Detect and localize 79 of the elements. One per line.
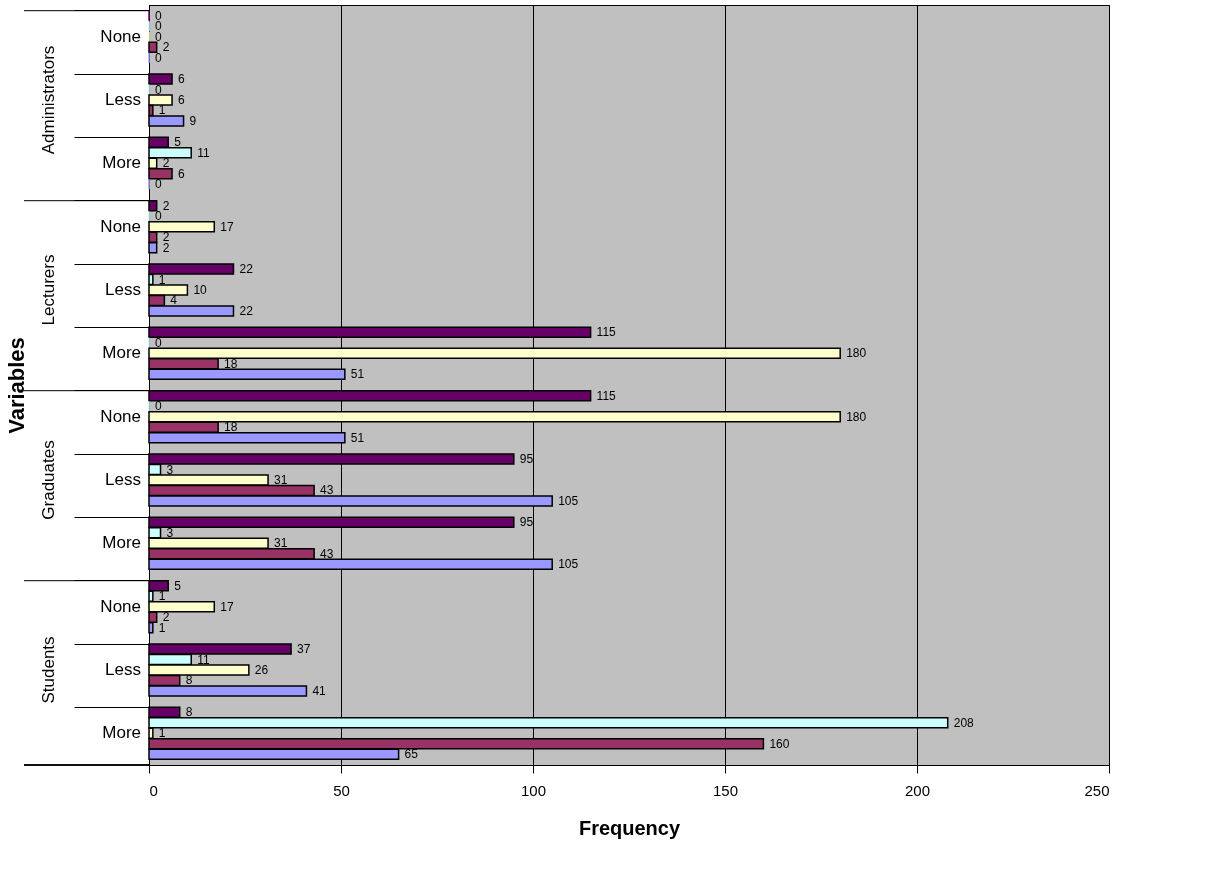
data-label: 160 (769, 736, 790, 751)
data-label: 2 (162, 40, 170, 55)
data-label: 1 (158, 103, 166, 118)
data-label: 2 (162, 198, 170, 213)
data-label: 5 (174, 135, 182, 150)
data-label: 22 (239, 262, 254, 277)
data-label: 0 (155, 177, 162, 192)
x-axis-title: Frequency (578, 816, 681, 839)
data-label: 17 (220, 599, 234, 614)
data-label: 0 (155, 29, 162, 44)
data-label: 180 (846, 409, 867, 424)
data-label: 8 (185, 673, 193, 688)
data-label: 1 (158, 272, 166, 287)
data-label: 37 (297, 642, 311, 657)
x-tick-label: 250 (1084, 781, 1110, 799)
data-label: 115 (596, 388, 617, 403)
data-label: 18 (224, 420, 238, 435)
text: Graduates (39, 440, 58, 520)
x-tick-label: 50 (333, 781, 350, 799)
data-label: 115 (596, 325, 617, 340)
y-tick-label: More (102, 723, 141, 743)
data-label: 105 (558, 493, 579, 508)
data-label: 0 (155, 82, 162, 97)
y-tick-label: Less (105, 280, 141, 299)
data-label: 51 (350, 430, 365, 445)
data-label: 1 (158, 726, 166, 741)
y-tick-label: More (102, 343, 141, 363)
data-label: 1 (158, 589, 166, 604)
data-label: 43 (320, 546, 334, 561)
data-label: 0 (155, 335, 162, 350)
data-label: 65 (404, 747, 419, 762)
text: Administrators (39, 45, 58, 155)
data-label: 11 (197, 145, 211, 160)
y-tick-label: None (100, 26, 141, 46)
data-label: 31 (274, 473, 288, 487)
data-label: 43 (320, 483, 334, 498)
text: Lecturers (39, 254, 58, 326)
data-label: 18 (224, 356, 238, 371)
data-label: 2 (162, 156, 170, 171)
x-tick-label: 0 (149, 781, 158, 799)
data-label: 0 (155, 50, 162, 65)
data-label: 105 (558, 557, 579, 572)
data-label: 11 (197, 652, 211, 667)
y-tick-label: None (100, 216, 141, 236)
data-label: 6 (178, 93, 186, 107)
y-tick-label: Less (105, 90, 141, 109)
data-label: 5 (174, 578, 182, 593)
y-tick-label: More (102, 533, 141, 553)
data-label: 0 (155, 399, 162, 414)
data-label: 180 (846, 346, 867, 361)
data-label: 4 (170, 293, 178, 308)
data-label: 51 (350, 367, 365, 382)
data-label: 10 (193, 283, 208, 297)
y-tick-label: Less (105, 470, 141, 489)
x-tick-label: 200 (904, 781, 931, 799)
data-label: 9 (189, 113, 197, 128)
x-tick-label: 100 (520, 781, 547, 799)
y-tick-label: More (102, 153, 141, 173)
y-tick-label: Less (105, 660, 141, 679)
data-label: 8 (185, 705, 193, 720)
data-label: 95 (519, 515, 534, 530)
data-label: 6 (178, 72, 186, 87)
text: Students (39, 636, 58, 704)
y-axis-title: Variables (4, 337, 29, 434)
data-label: 22 (239, 303, 254, 318)
data-label: 31 (274, 536, 288, 551)
data-label: 6 (178, 166, 186, 181)
data-label: 3 (166, 462, 174, 477)
data-label: 3 (166, 525, 174, 540)
data-label: 17 (220, 219, 234, 234)
data-label: 26 (254, 663, 269, 677)
data-label: 2 (162, 240, 170, 255)
x-tick-label: 150 (712, 781, 739, 799)
data-label: 41 (312, 683, 327, 698)
data-label: 95 (519, 452, 534, 467)
y-tick-label: None (100, 406, 141, 426)
y-tick-label: None (100, 596, 141, 616)
data-label: 0 (155, 209, 162, 224)
data-label: 208 (953, 715, 975, 730)
